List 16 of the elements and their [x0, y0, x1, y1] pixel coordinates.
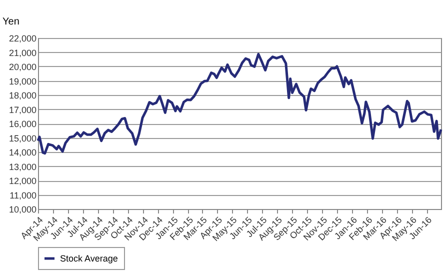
y-tick-label: 12,000	[8, 176, 36, 186]
y-tick-label: 10,000	[8, 204, 36, 214]
y-tick-label: 18,000	[8, 90, 36, 100]
y-tick-label: 15,000	[8, 133, 36, 144]
y-tick-label: 20,000	[8, 62, 36, 72]
y-tick-label: 19,000	[8, 76, 36, 86]
y-tick-label: 13,000	[8, 162, 36, 172]
y-tick-label: 21,000	[8, 48, 36, 58]
legend-label: Stock Average	[60, 254, 118, 264]
y-tick-label: 16,000	[8, 119, 36, 129]
y-tick-label: 17,000	[8, 104, 36, 115]
line-series	[36, 52, 442, 155]
y-tick-label: 22,000	[8, 34, 36, 44]
y-tick-label: 14,000	[8, 148, 36, 158]
y-tick-label: 11,000	[10, 190, 36, 200]
y-axis-title: Yen	[2, 16, 20, 28]
